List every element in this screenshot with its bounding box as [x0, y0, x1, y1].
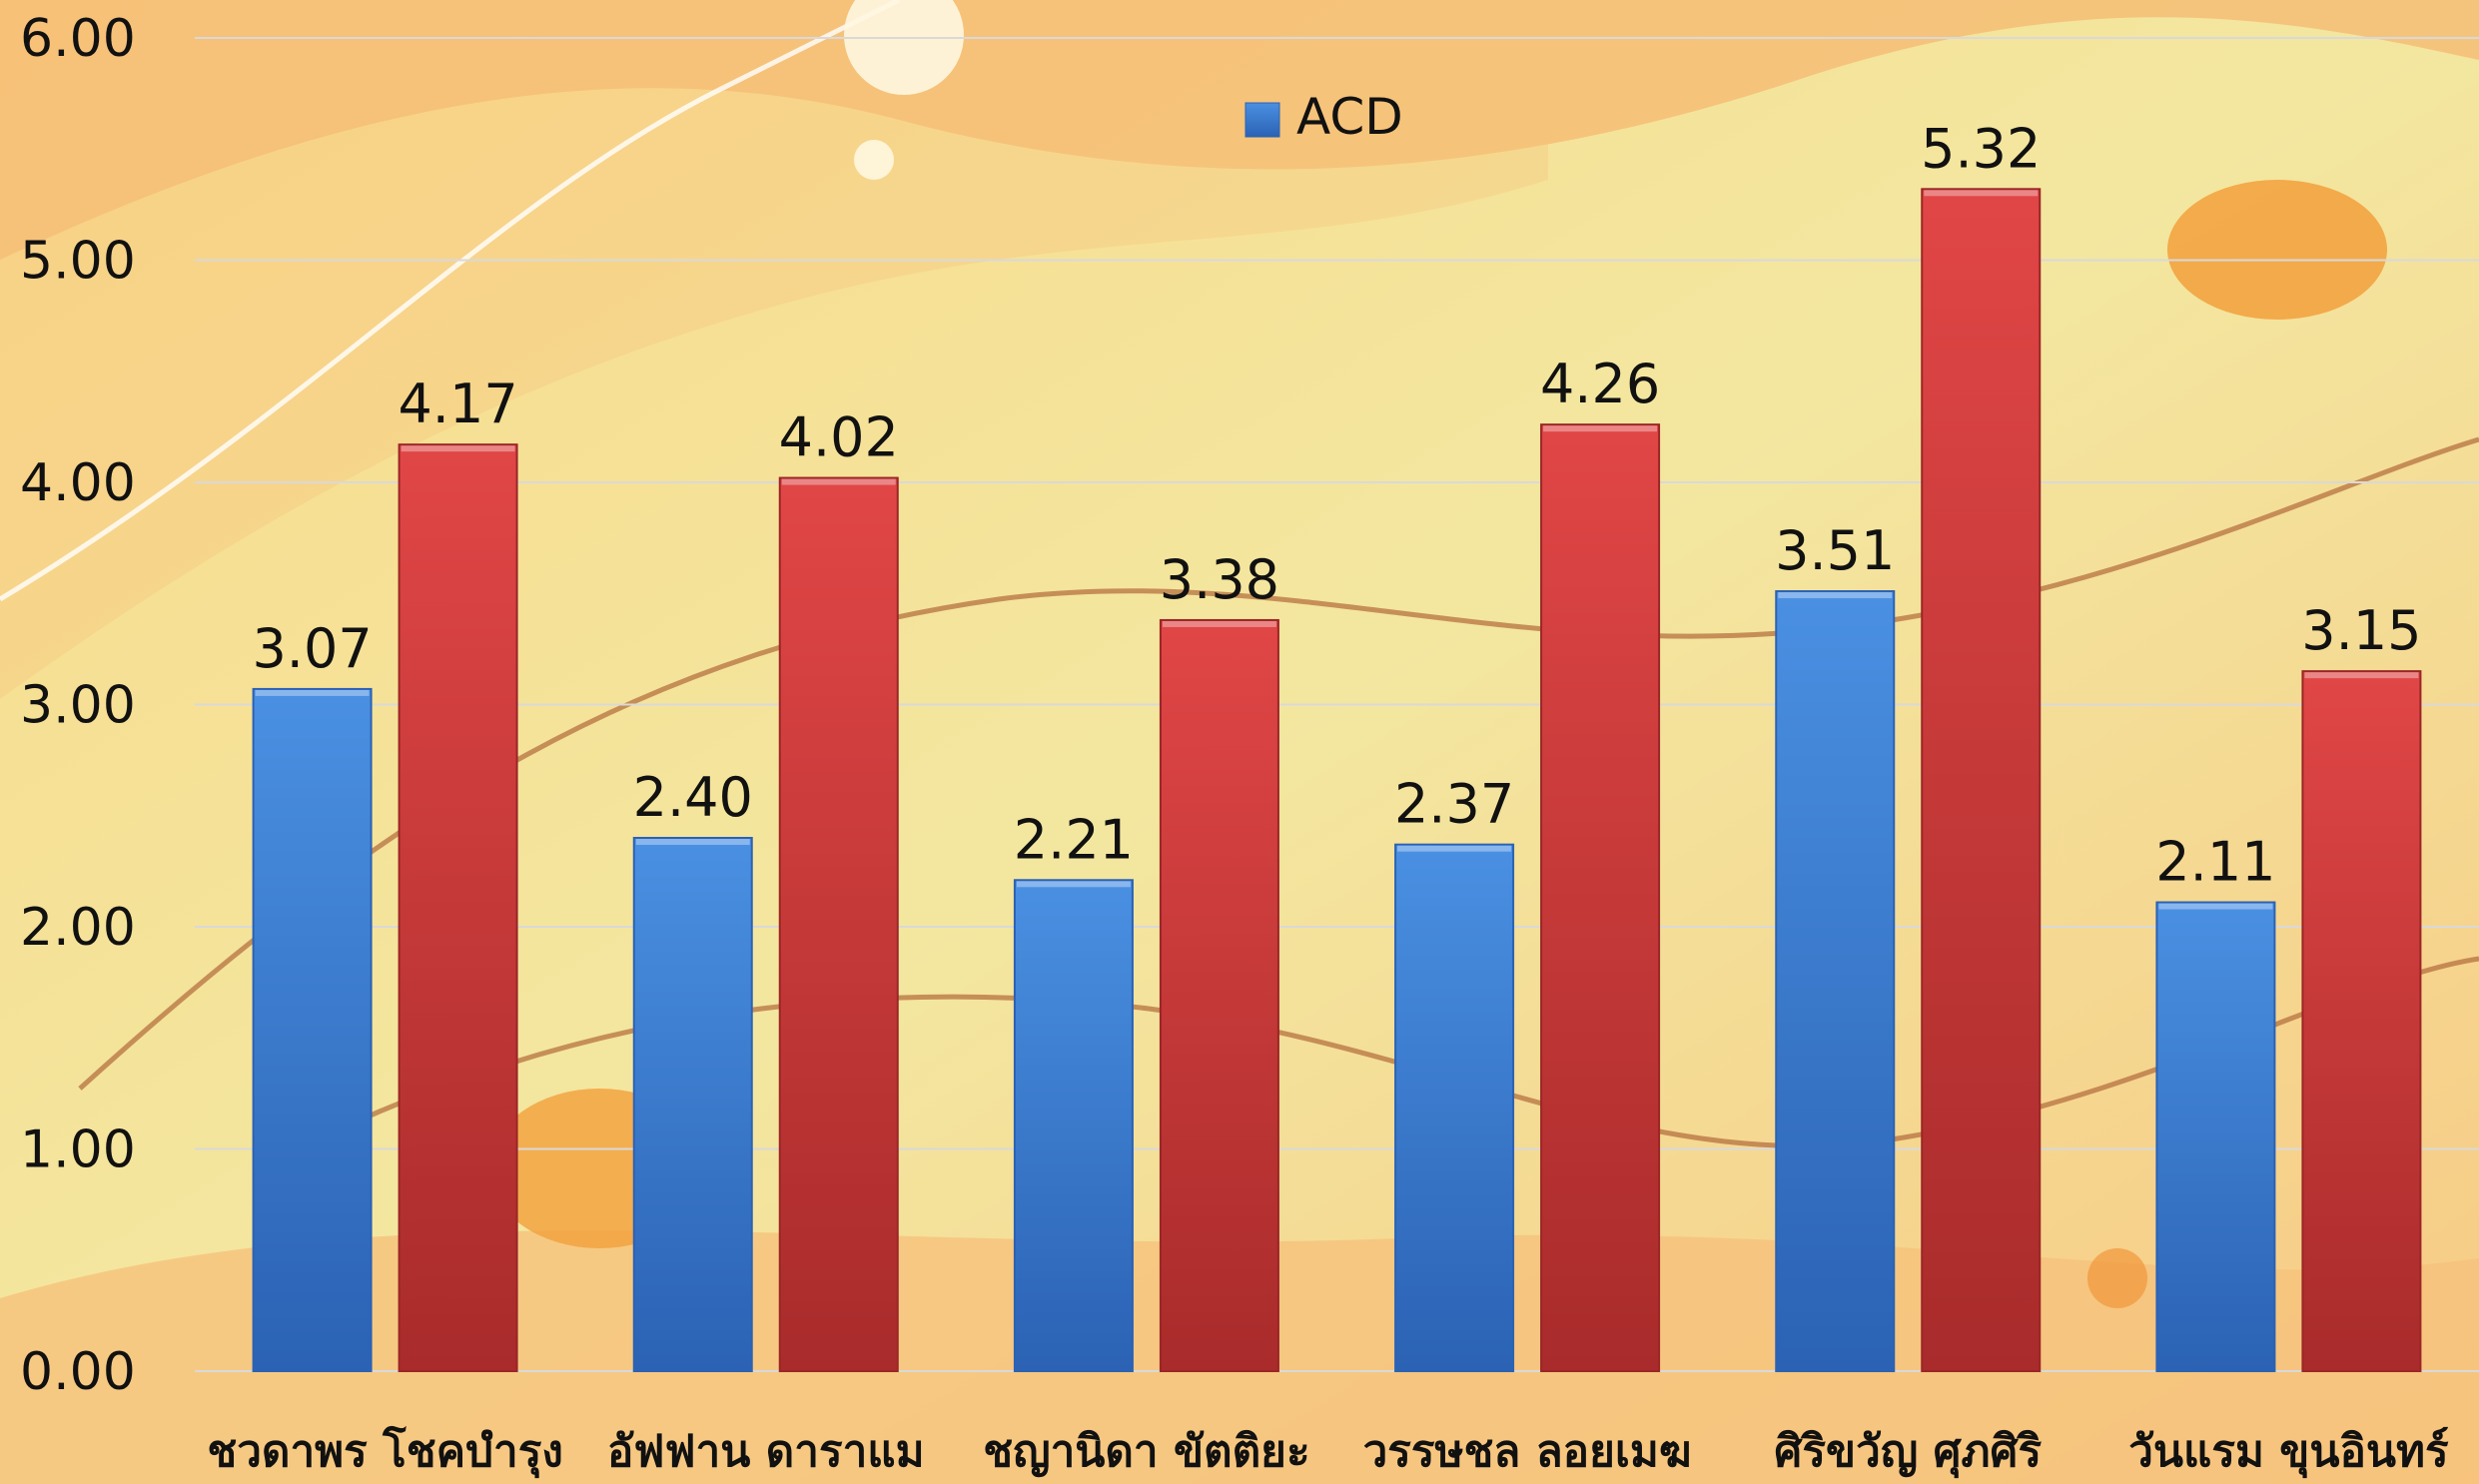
x-tick-label: วรรษชล ลอยเมฆ [1363, 1426, 1692, 1477]
data-label: 2.21 [1014, 808, 1134, 871]
bar-highlight [635, 839, 750, 845]
legend-label-acd: ACD [1296, 88, 1403, 146]
y-tick-label: 5.00 [20, 232, 136, 292]
bar-blue-3 [1394, 843, 1515, 1372]
bar-blue-5 [2155, 901, 2276, 1373]
bar-red-1 [778, 476, 899, 1372]
data-label: 3.51 [1775, 519, 1895, 582]
bar-highlight [1016, 881, 1131, 888]
data-labels: 3.07 4.17 2.40 4.02 2.21 3.38 2.37 4.26 3.51 5.32… [252, 117, 2421, 893]
data-label: 4.26 [1540, 353, 1660, 415]
y-axis-tick-labels: 0.00 1.00 2.00 3.00 4.00 5.00 6.00 [20, 9, 136, 1402]
bars [252, 188, 2422, 1373]
legend-swatch-acd [1244, 102, 1280, 138]
x-tick-label: ชวดาพร โชคบำรุง [207, 1424, 563, 1479]
bar-blue-1 [632, 837, 753, 1372]
bar-highlight [1397, 845, 1512, 852]
data-label: 5.32 [1921, 117, 2041, 180]
bar-highlight [2304, 672, 2419, 679]
bar-blue-4 [1775, 590, 1896, 1372]
data-label: 4.02 [779, 406, 899, 469]
bar-highlight [401, 445, 515, 452]
gridlines [195, 37, 2479, 1372]
data-label: 4.17 [398, 372, 517, 435]
bar-highlight [781, 478, 896, 485]
bar-highlight [2158, 903, 2273, 910]
x-tick-label: อัฟฟาน ดาราแม [607, 1426, 925, 1477]
data-label: 2.37 [1394, 773, 1514, 836]
data-label: 2.11 [2155, 831, 2275, 894]
bar-highlight [1162, 620, 1276, 627]
bar-red-0 [398, 443, 518, 1372]
y-tick-label: 4.00 [20, 453, 136, 513]
bar-highlight [1543, 425, 1658, 432]
x-tick-label: วันแรม ขุนอินทร์ [2128, 1426, 2449, 1479]
bar-red-3 [1540, 423, 1661, 1372]
bar-highlight [1778, 592, 1893, 599]
data-label: 3.15 [2301, 599, 2421, 662]
data-label: 2.40 [633, 766, 753, 829]
bar-red-2 [1159, 618, 1279, 1372]
y-tick-label: 6.00 [20, 9, 136, 69]
bar-highlight [1924, 190, 2039, 197]
y-tick-label: 3.00 [20, 676, 136, 736]
x-axis-tick-labels: ชวดาพร โชคบำรุง อัฟฟาน ดาราแม ชญานิดา ขัตต… [207, 1424, 2449, 1479]
bar-red-5 [2301, 670, 2422, 1372]
y-tick-label: 1.00 [20, 1120, 136, 1180]
y-tick-label: 0.00 [20, 1342, 136, 1402]
data-label: 3.38 [1160, 548, 1279, 611]
legend: ACD [1244, 88, 1403, 146]
x-tick-label: ชญานิดา ขัตติยะ [983, 1426, 1309, 1477]
y-tick-label: 2.00 [20, 898, 136, 958]
bar-highlight [255, 689, 370, 696]
bar-blue-0 [252, 687, 373, 1372]
bar-red-4 [1921, 188, 2042, 1372]
x-tick-label: ศิริขวัญ ศุภศิริ [1774, 1426, 2042, 1479]
bar-blue-2 [1013, 879, 1134, 1373]
data-label: 3.07 [252, 617, 372, 680]
